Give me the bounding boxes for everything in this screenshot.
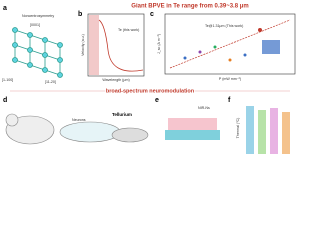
crystal — [12, 27, 63, 78]
axis-label: [0001] — [30, 23, 40, 27]
headline: Giant BPVE in Te range from 0.39~3.8 μm — [131, 4, 248, 10]
band — [89, 15, 99, 75]
axis-label: [1-100] — [2, 78, 13, 82]
figure: Giant BPVE in Te range from 0.39~3.8 μm … — [2, 4, 296, 154]
panel-label: a — [3, 5, 7, 12]
device — [111, 127, 149, 143]
axis-title: P (mW mm⁻²) — [219, 77, 241, 81]
panel-text: Noncentrosymmetry — [22, 14, 54, 18]
dish — [59, 121, 121, 143]
panel-label: d — [3, 97, 7, 104]
mouse-head — [5, 113, 19, 127]
panel-label: f — [228, 97, 231, 104]
banner: broad-spectrum neuromodulation — [106, 88, 195, 94]
axis-title: Thermal (°C) — [236, 118, 240, 139]
annotation: Te (this work) — [118, 28, 139, 32]
substrate — [165, 130, 220, 140]
trend-line — [169, 19, 291, 69]
panel-label: b — [78, 11, 82, 18]
cells — [168, 118, 217, 130]
panel-label: e — [155, 97, 159, 104]
curve — [98, 19, 144, 72]
axis-title: Wavelength (μm) — [102, 78, 129, 82]
axis-title: J_sc (A m⁻²) — [157, 34, 161, 54]
label: NIR-Ns — [198, 106, 210, 110]
axis-title: Velocity (a.u.) — [81, 34, 85, 56]
mouse — [5, 115, 55, 145]
markers — [183, 28, 280, 62]
panel-label: c — [150, 11, 154, 18]
annotation: Te@1.31μm (This work) — [205, 24, 243, 28]
axis-label: [11-20] — [45, 80, 56, 84]
label: Neurons — [72, 118, 86, 122]
thermal-bars — [246, 106, 290, 154]
label: Tellurium — [112, 112, 132, 117]
